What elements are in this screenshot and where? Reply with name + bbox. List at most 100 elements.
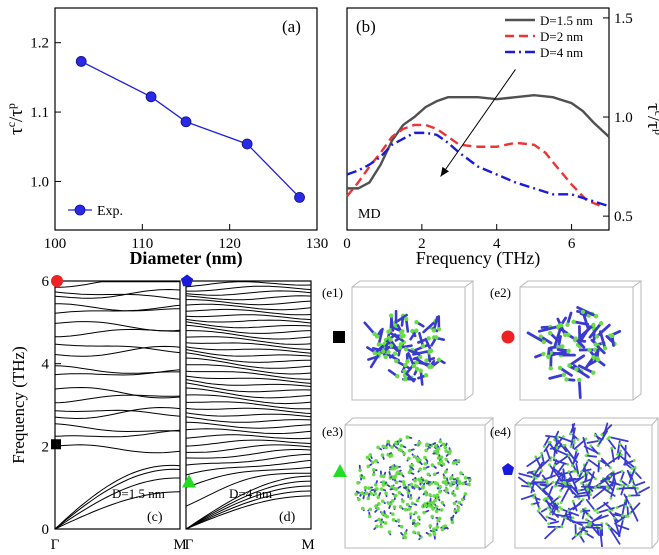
panel-d-branch — [185, 290, 312, 296]
mode-atom — [444, 488, 449, 493]
mode-atom — [366, 464, 371, 469]
mode-atom — [442, 475, 447, 480]
mode-atom — [541, 478, 545, 482]
mode-atom — [456, 459, 461, 463]
mode-e2: (e2) — [490, 280, 643, 401]
mode-displacement-arrow — [520, 484, 532, 488]
mode-displacement-arrow — [543, 435, 551, 448]
mode-atom — [377, 517, 381, 522]
panel-d-branch — [185, 349, 312, 357]
mode-atom — [376, 342, 382, 347]
mode-atom — [451, 461, 456, 465]
mode-atom — [532, 495, 536, 499]
panel-b-legend-label-2: D=2 nm — [540, 29, 583, 44]
mode-atom — [459, 471, 463, 475]
mode-atom — [356, 481, 360, 485]
mode-displacement-arrow — [608, 526, 621, 545]
mode-atom — [443, 445, 448, 450]
mode-displacement-arrow — [544, 497, 553, 512]
mode-atom — [383, 513, 388, 518]
mode-atom — [555, 526, 558, 530]
mode-atom — [387, 530, 392, 534]
mode-atom — [431, 328, 437, 333]
mode-displacement-arrow — [599, 527, 603, 548]
mode-atom — [435, 448, 440, 452]
mode-atom — [594, 334, 600, 339]
mode-atom — [568, 482, 571, 486]
mode-atom — [411, 363, 417, 369]
panel-b-series-line-1 — [347, 94, 610, 190]
panel-a-data-point — [241, 138, 253, 150]
panel-d-branch — [186, 449, 312, 459]
mode-atom — [430, 463, 435, 467]
mode-atom — [423, 455, 427, 460]
mode-atom — [386, 329, 391, 334]
panel-a-legend: Exp. — [68, 204, 123, 219]
mode-atom — [379, 524, 383, 529]
mode-atom — [377, 502, 381, 506]
panel-d-marker-pentagon — [180, 274, 194, 287]
mode-atom — [457, 500, 461, 505]
mode-displacement-arrow — [377, 327, 384, 346]
panel-c-optical-branch — [54, 444, 181, 454]
panel-d-branch — [185, 382, 312, 393]
mode-e3-label: (e3) — [322, 424, 343, 439]
panel-d-branch — [185, 407, 312, 414]
mode-displacement-arrow — [589, 523, 601, 537]
mode-atom — [405, 359, 410, 364]
mode-atom — [380, 511, 385, 516]
mode-atom — [391, 517, 396, 522]
mode-atom — [591, 370, 596, 375]
panel-d-branch — [185, 416, 312, 423]
mode-atom — [417, 354, 423, 360]
mode-displacement-arrow — [581, 310, 590, 331]
mode-e1-label: (e1) — [322, 285, 343, 300]
mode-displacement-arrow — [573, 493, 592, 498]
mode-displacement-arrow — [407, 351, 416, 368]
mode-atom — [450, 520, 455, 525]
mode-displacement-arrow — [562, 444, 576, 461]
mode-displacement-arrow — [404, 347, 421, 356]
mode-atom — [398, 342, 403, 347]
mode-atom — [559, 489, 563, 492]
mode-atom — [383, 354, 388, 360]
mode-displacement-arrow — [575, 367, 590, 379]
mode-displacement-arrow — [597, 460, 600, 473]
mode-atom — [361, 475, 366, 480]
mode-e1-marker — [333, 331, 345, 343]
mode-atom — [620, 469, 624, 473]
mode-atom — [432, 527, 436, 531]
panel-d-label: (d) — [279, 510, 296, 525]
panel-a-ytick-label: 1.1 — [30, 105, 49, 121]
mode-atom — [578, 527, 582, 530]
mode-atom — [407, 507, 412, 511]
mode-displacement-arrow — [553, 324, 563, 348]
panel-c-optical-branch — [54, 321, 181, 332]
mode-atom — [540, 469, 544, 473]
panel-d-branch — [186, 444, 312, 453]
mode-displacement-arrow — [576, 306, 598, 318]
mode-atom — [579, 532, 583, 536]
mode-displacement-arrow — [572, 500, 578, 512]
panel-c-optical-branch — [54, 429, 181, 438]
mode-atom — [370, 460, 375, 465]
mode-atom — [605, 485, 609, 489]
panel-d-branch — [186, 330, 312, 340]
mode-displacement-arrow — [584, 471, 589, 482]
mode-atom — [457, 479, 461, 484]
mode-atom — [575, 448, 579, 452]
mode-atom — [561, 435, 565, 439]
mode-displacement-arrow — [369, 352, 381, 369]
panel-d-branch — [185, 324, 312, 334]
panel-d-branch — [185, 459, 312, 476]
panel-d-branch — [186, 285, 312, 292]
mode-atom — [584, 531, 588, 535]
mode-e1-box — [351, 280, 475, 401]
mode-atom — [599, 466, 602, 470]
panel-a-ylabel: τc/τp — [4, 103, 27, 135]
panel-d-branch — [185, 453, 312, 466]
panel-d-annotation: D=4 nm — [229, 486, 272, 501]
panel-a-xtick-label: 110 — [131, 236, 153, 252]
mode-atom — [593, 486, 597, 490]
